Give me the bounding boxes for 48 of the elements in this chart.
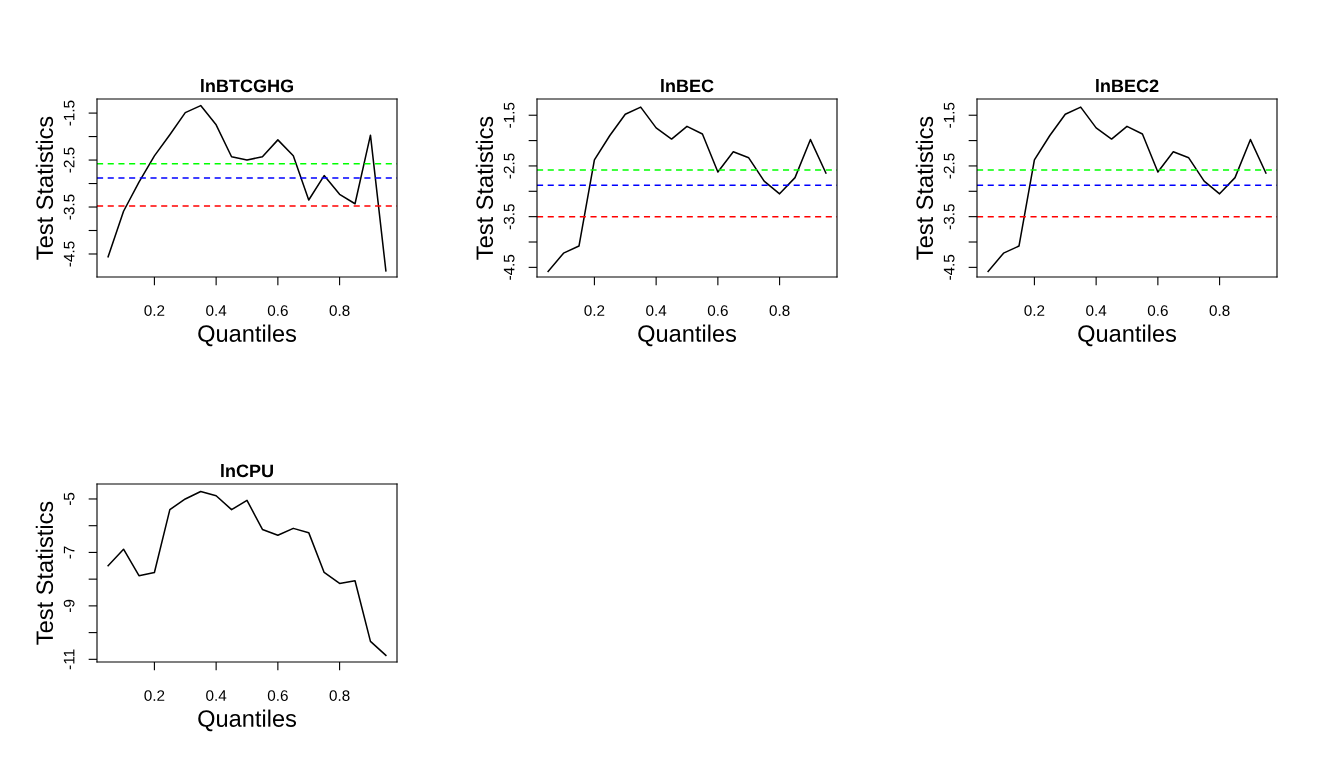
x-tick-label: 0.2 — [584, 305, 605, 316]
x-tick-label: 0.4 — [206, 305, 227, 316]
y-tick-label: -3.5 — [503, 204, 515, 230]
x-tick-label: 0.2 — [144, 305, 165, 316]
y-tick-label: -3.5 — [63, 194, 75, 220]
x-axis-title: Quantiles — [198, 709, 297, 732]
x-tick-label: 0.6 — [707, 305, 728, 316]
y-tick-label: -2.5 — [63, 147, 75, 173]
x-tick-label: 0.2 — [1024, 305, 1045, 316]
x-tick-label: 0.4 — [1086, 305, 1107, 316]
y-tick-label: -1.5 — [503, 102, 515, 128]
y-tick-label: -11 — [63, 649, 75, 670]
x-tick-label: 0.8 — [329, 305, 350, 316]
x-tick-label: 0.4 — [646, 305, 667, 316]
x-axis-title: Quantiles — [638, 324, 737, 347]
y-tick-label: -2.5 — [503, 153, 515, 179]
line-series — [547, 106, 827, 273]
y-axis-title: Test Statistics — [35, 501, 54, 645]
x-tick-label: 0.8 — [329, 690, 350, 701]
y-tick-label: -4.5 — [63, 241, 75, 267]
x-tick-label: 0.4 — [206, 690, 227, 701]
y-tick-label: -7 — [63, 546, 75, 559]
line-series — [987, 106, 1267, 273]
line-series — [107, 490, 387, 657]
x-tick-label: 0.6 — [1147, 305, 1168, 316]
y-axis-title: Test Statistics — [475, 116, 494, 260]
y-tick-label: -4.5 — [943, 254, 955, 280]
y-tick-label: -9 — [63, 599, 75, 612]
line-series — [107, 104, 387, 272]
x-tick-label: 0.6 — [267, 690, 288, 701]
y-axis-title: Test Statistics — [915, 116, 934, 260]
chart-title: lnBEC2 — [1096, 78, 1159, 93]
y-tick-label: -4.5 — [503, 254, 515, 280]
chart-title: lnBTCGHG — [201, 78, 294, 93]
y-tick-label: -3.5 — [943, 204, 955, 230]
x-tick-label: 0.8 — [769, 305, 790, 316]
chart-title: lnCPU — [221, 463, 273, 478]
y-axis-title: Test Statistics — [35, 116, 54, 260]
y-tick-label: -1.5 — [943, 102, 955, 128]
x-axis-title: Quantiles — [198, 324, 297, 347]
y-tick-label: -1.5 — [63, 100, 75, 126]
y-tick-label: -2.5 — [943, 153, 955, 179]
x-tick-label: 0.8 — [1209, 305, 1230, 316]
x-tick-label: 0.2 — [144, 690, 165, 701]
x-axis-title: Quantiles — [1078, 324, 1177, 347]
x-tick-label: 0.6 — [267, 305, 288, 316]
y-tick-label: -5 — [63, 492, 75, 506]
chart-title: lnBEC — [661, 78, 714, 93]
